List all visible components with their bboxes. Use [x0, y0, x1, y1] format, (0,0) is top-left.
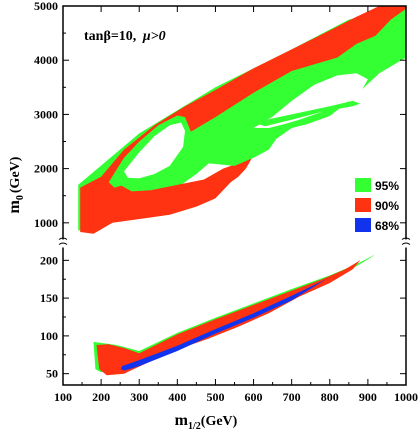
- x-tick-label-800: 800: [321, 390, 339, 404]
- y-tick-label-50: 50: [46, 367, 58, 381]
- legend-label-90: 90%: [375, 199, 399, 213]
- axis-ticks: 100 200 300 400 500 600 700 800 900 1000 1000 2000 3…: [34, 0, 418, 404]
- x-axis-title-sub: 1/2: [188, 421, 201, 432]
- annotation: tanβ=10, μ>0: [84, 29, 166, 44]
- x-tick-label-900: 900: [359, 390, 377, 404]
- y-tick-label-4000: 4000: [34, 53, 58, 67]
- x-axis-title: m1/2(GeV): [175, 412, 238, 432]
- y-tick-label-100: 100: [40, 329, 58, 343]
- upper-panel-regions: [78, 6, 406, 234]
- legend-swatch-68: [355, 218, 371, 232]
- x-tick-label-100: 100: [54, 390, 72, 404]
- annotation-post: μ>0: [142, 29, 166, 44]
- x-tick-label-300: 300: [130, 390, 148, 404]
- x-tick-label-600: 600: [245, 390, 263, 404]
- y-tick-label-2000: 2000: [34, 162, 58, 176]
- region-90-1: [80, 6, 406, 234]
- excluded-hole-6: [253, 73, 368, 128]
- legend-swatch-95: [355, 178, 371, 192]
- legend-label-68: 68%: [375, 219, 399, 233]
- region-68-10: [120, 277, 330, 371]
- y-tick-label-3000: 3000: [34, 107, 58, 121]
- y-axis-title-unit: (GeV): [8, 156, 23, 193]
- legend: 95% 90% 68%: [355, 178, 399, 233]
- axis-break-mark-1: [401, 237, 411, 245]
- x-tick-label-200: 200: [92, 390, 110, 404]
- legend-swatch-90: [355, 198, 371, 212]
- y-axis-title: m0 (GeV): [6, 156, 26, 213]
- x-tick-label-1000: 1000: [394, 390, 418, 404]
- axis-break-mark-0: [58, 237, 68, 245]
- x-tick-label-400: 400: [168, 390, 186, 404]
- annotation-pre: tanβ=10,: [84, 29, 136, 44]
- x-axis-title-unit: (GeV): [201, 414, 238, 429]
- x-axis-title-main: m: [175, 412, 189, 429]
- region-95-3: [366, 22, 406, 55]
- y-axis-title-main: m: [6, 199, 23, 213]
- y-tick-label-150: 150: [40, 291, 58, 305]
- axis-break: [58, 237, 411, 248]
- x-tick-label-700: 700: [283, 390, 301, 404]
- excluded-hole-5: [124, 122, 185, 179]
- legend-label-95: 95%: [375, 179, 399, 193]
- region-90-9: [96, 260, 361, 376]
- y-axis-title-sub: 0: [15, 195, 26, 200]
- lower-panel-regions: [93, 254, 376, 376]
- y-tick-label-1000: 1000: [34, 216, 58, 230]
- region-95-7: [253, 100, 361, 127]
- y-tick-label-5000: 5000: [34, 0, 58, 13]
- x-tick-label-500: 500: [206, 390, 224, 404]
- y-tick-label-200: 200: [40, 253, 58, 267]
